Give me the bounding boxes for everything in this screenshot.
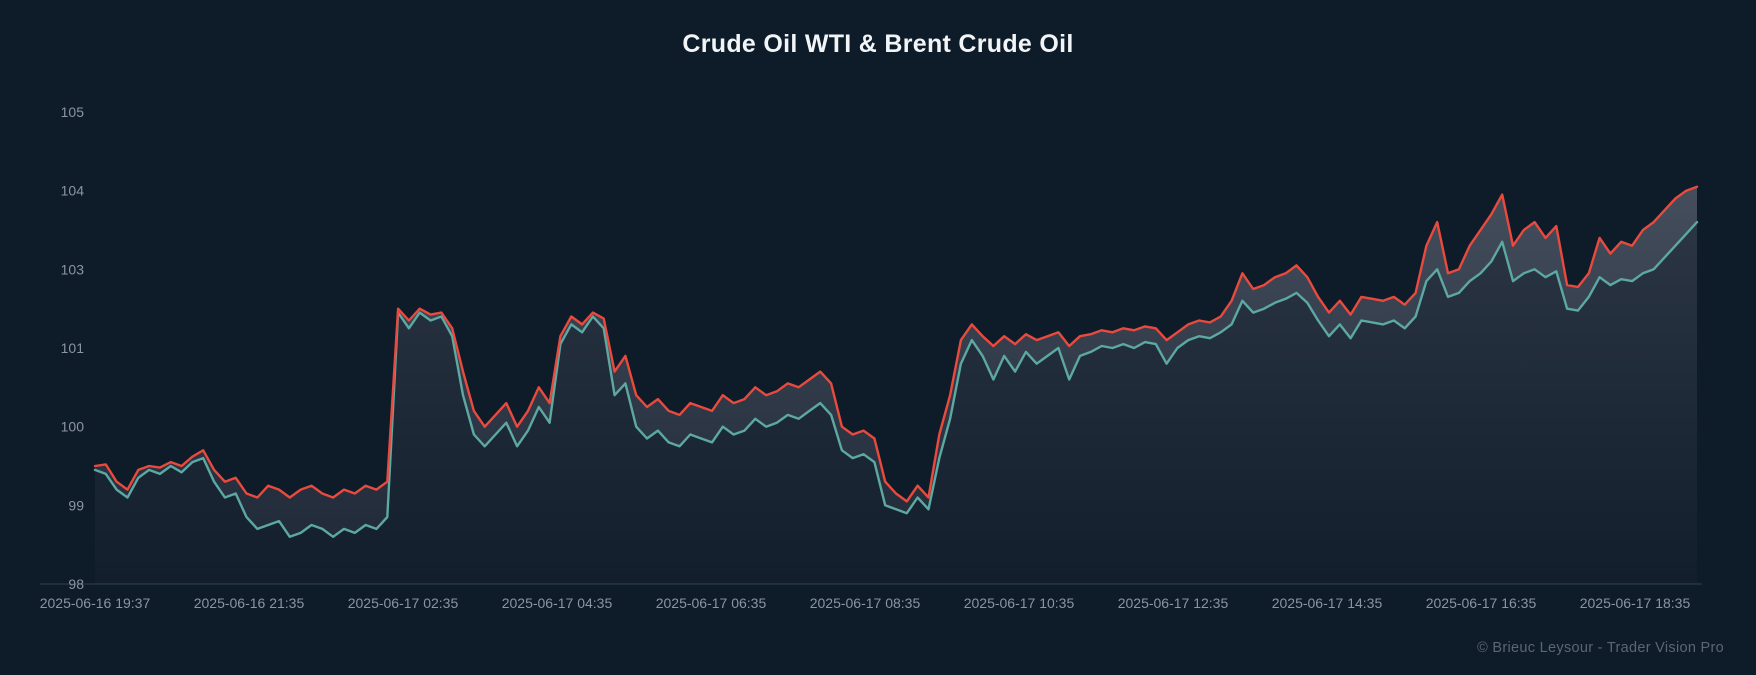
y-axis-tick-label: 101	[61, 340, 85, 356]
x-axis-tick-label: 2025-06-17 16:35	[1426, 595, 1537, 611]
y-axis-tick-label: 103	[61, 261, 85, 277]
wti-line[interactable]	[93, 220, 1699, 538]
y-axis-tick-label: 105	[61, 104, 85, 120]
y-axis-tick-label: 100	[61, 419, 85, 435]
x-axis-tick-label: 2025-06-17 02:35	[348, 595, 459, 611]
y-axis-tick-label: 99	[68, 497, 84, 513]
x-axis-tick-label: 2025-06-16 19:37	[40, 595, 151, 611]
chart-title: Crude Oil WTI & Brent Crude Oil	[682, 30, 1074, 58]
x-axis-tick-label: 2025-06-17 12:35	[1118, 595, 1229, 611]
x-axis-tick-label: 2025-06-16 21:35	[194, 595, 305, 611]
y-axis-tick-label: 98	[68, 576, 84, 592]
x-axis-tick-label: 2025-06-17 10:35	[964, 595, 1075, 611]
x-axis-tick-label: 2025-06-17 08:35	[810, 595, 921, 611]
credit-watermark: © Brieuc Leysour - Trader Vision Pro	[1477, 640, 1724, 656]
brent-line[interactable]	[93, 185, 1699, 503]
x-axis-tick-label: 2025-06-17 14:35	[1272, 595, 1383, 611]
wti-area	[95, 222, 1697, 584]
x-axis-tick-label: 2025-06-17 04:35	[502, 595, 613, 611]
y-axis-tick-label: 104	[61, 183, 85, 199]
x-axis-tick-label: 2025-06-17 06:35	[656, 595, 767, 611]
x-axis-tick-label: 2025-06-17 18:35	[1580, 595, 1691, 611]
